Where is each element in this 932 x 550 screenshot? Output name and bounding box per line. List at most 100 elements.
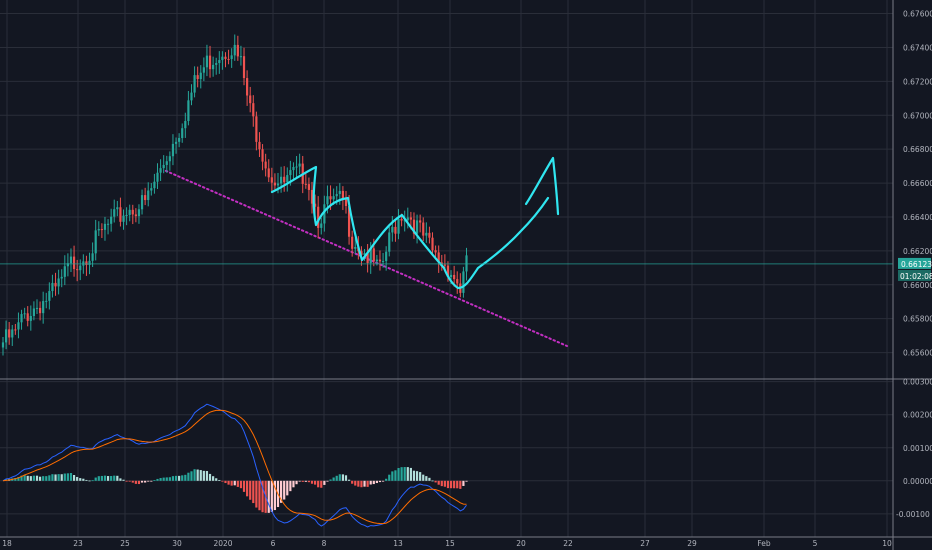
time-tick-label-3: 30 <box>172 539 182 548</box>
candle-body-60 <box>187 100 190 121</box>
candle-body-87 <box>270 177 273 183</box>
candle-body-9 <box>29 315 32 321</box>
macd-hist-bar-57 <box>178 475 181 481</box>
candle-body-4 <box>14 329 17 331</box>
candle-body-118 <box>366 253 369 264</box>
candle-body-119 <box>369 248 372 264</box>
macd-hist-bar-15 <box>48 475 51 481</box>
time-tick-label-9: 20 <box>516 539 526 548</box>
candle-body-74 <box>230 55 233 59</box>
candle-body-68 <box>212 64 215 70</box>
macd-tick-label-0: 0.00300 <box>903 378 932 387</box>
macd-hist-bar-143 <box>443 480 446 487</box>
candle-body-105 <box>326 196 329 205</box>
macd-hist-bar-37 <box>116 475 119 481</box>
candle-body-102 <box>317 206 320 228</box>
current-price-marker: 0.66123 01:02:08 <box>0 257 932 281</box>
macd-hist-bar-8 <box>26 475 29 481</box>
macd-hist-bar-24 <box>76 476 79 481</box>
time-tick-label-10: 22 <box>563 539 573 548</box>
candle-body-67 <box>208 55 212 70</box>
macd-hist-bar-20 <box>63 473 66 481</box>
drawing-path-main <box>270 165 550 290</box>
macd-hist-bar-67 <box>208 473 212 481</box>
candle-body-116 <box>360 251 363 255</box>
macd-hist-bar-145 <box>449 480 453 489</box>
macd-hist-bar-127 <box>394 470 397 481</box>
candle-body-20 <box>63 266 66 277</box>
candle-body-59 <box>184 120 187 129</box>
candle-body-45 <box>140 195 144 210</box>
macd-hist-bar-13 <box>42 476 45 481</box>
macd-hist-bar-105 <box>326 480 329 482</box>
candle-body-58 <box>181 128 184 139</box>
candle-body-53 <box>165 161 168 165</box>
candle-body-131 <box>406 217 409 221</box>
macd-hist-bar-23 <box>72 475 76 481</box>
candle-body-48 <box>150 188 153 191</box>
candle-body-57 <box>178 138 181 142</box>
candle-body-109 <box>338 190 341 195</box>
macd-hist-bar-31 <box>97 476 100 481</box>
candle-body-130 <box>403 220 406 222</box>
macd-hist-bar-81 <box>252 480 255 504</box>
macd-hist-bar-17 <box>54 474 57 481</box>
macd-hist-bar-72 <box>224 480 227 484</box>
candle-body-143 <box>443 264 446 266</box>
macd-hist-bar-103 <box>320 480 323 488</box>
macd-hist-bar-124 <box>385 478 388 481</box>
candle-body-112 <box>347 205 351 237</box>
candle-body-62 <box>193 75 196 93</box>
candle-body-149 <box>462 271 465 293</box>
macd-hist-bar-144 <box>446 480 450 489</box>
macd-hist-bar-7 <box>23 474 26 481</box>
macd-hist-bar-5 <box>17 477 20 481</box>
candle-body-50 <box>156 172 159 182</box>
candle-body-77 <box>239 56 243 58</box>
price-tick-label-8: 0.66000 <box>903 281 932 290</box>
price-tick-label-4: 0.66800 <box>903 145 932 154</box>
candle-body-72 <box>224 56 227 59</box>
macd-hist-bar-29 <box>91 480 94 482</box>
candle-body-134 <box>415 220 419 234</box>
candle-body-43 <box>134 214 137 217</box>
candle-body-66 <box>205 55 209 68</box>
macd-hist-bar-34 <box>106 476 110 481</box>
macd-hist-bar-98 <box>304 480 307 482</box>
macd-hist-bar-70 <box>218 479 221 481</box>
candle-body-127 <box>394 226 397 234</box>
candle-body-23 <box>72 256 76 270</box>
countdown-badge <box>898 269 931 281</box>
candle-body-90 <box>280 176 283 184</box>
time-tick-label-11: 27 <box>640 539 650 548</box>
macd-hist-bar-112 <box>347 479 351 481</box>
time-tick-label-13: Feb <box>757 539 771 548</box>
time-tick-label-1: 23 <box>73 539 83 548</box>
candle-body-12 <box>38 307 42 314</box>
macd-hist-bar-75 <box>233 480 236 486</box>
candle-body-103 <box>320 223 323 228</box>
macd-hist-bar-107 <box>332 477 335 481</box>
candle-body-95 <box>295 166 298 168</box>
macd-hist-bar-45 <box>140 480 144 483</box>
macd-hist-bar-4 <box>14 478 17 481</box>
candle-body-35 <box>110 216 113 224</box>
candle-body-54 <box>168 156 171 162</box>
candle-body-99 <box>307 184 311 190</box>
macd-hist-bar-131 <box>406 467 409 481</box>
macd-hist-bar-130 <box>403 467 406 481</box>
candle-body-36 <box>113 209 116 217</box>
macd-hist-bar-91 <box>283 480 286 500</box>
macd-hist-bar-113 <box>351 480 354 484</box>
trendline-layer[interactable] <box>164 169 568 347</box>
macd-hist-bar-82 <box>255 480 258 508</box>
macd-hist-bar-125 <box>388 474 391 481</box>
freehand-drawing[interactable] <box>270 156 560 290</box>
macd-hist-bar-55 <box>171 476 175 481</box>
macd-hist-bar-133 <box>412 470 416 481</box>
candle-body-84 <box>261 149 264 162</box>
macd-hist-bar-138 <box>428 477 431 481</box>
candle-body-94 <box>292 167 295 171</box>
candle-body-81 <box>252 103 255 117</box>
